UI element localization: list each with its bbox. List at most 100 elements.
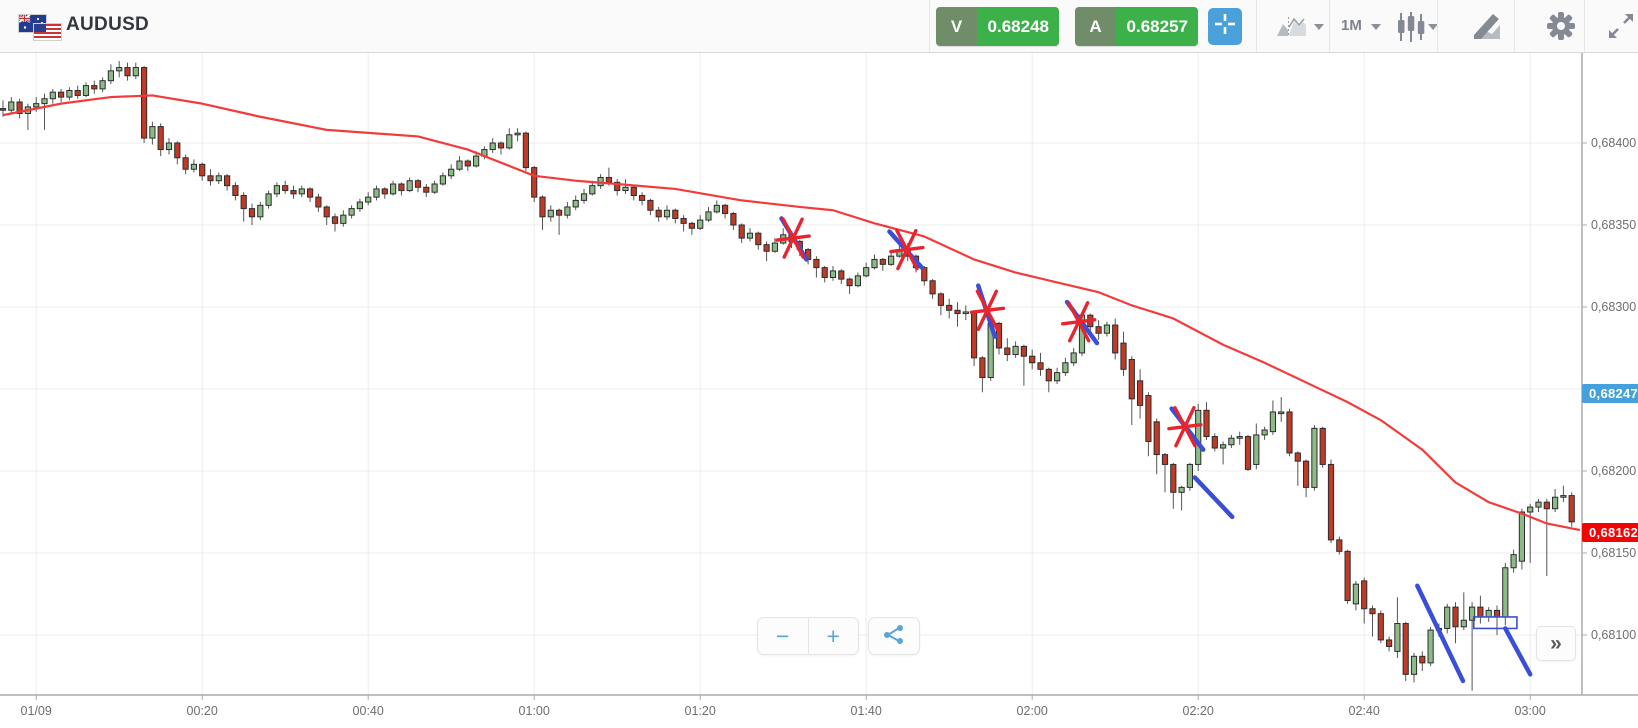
buy-button[interactable]: A 0.68257 (1075, 7, 1198, 46)
trendline-annotation[interactable] (1503, 626, 1533, 677)
candle (639, 192, 646, 206)
candle (1120, 331, 1127, 376)
candle (630, 185, 637, 201)
trendline-annotation[interactable] (1192, 475, 1235, 520)
x-axis-label: 01:40 (851, 704, 882, 718)
candle (921, 266, 928, 286)
candle (888, 251, 895, 266)
gear-icon (1546, 12, 1576, 45)
x-axis-label: 01:20 (685, 704, 716, 718)
candle (315, 193, 322, 212)
y-axis-label: 0,68150 (1591, 546, 1636, 560)
candle (680, 215, 687, 232)
timeframe-caret-icon[interactable] (1371, 24, 1381, 30)
candle (257, 202, 264, 221)
x-axis-label: 00:40 (353, 704, 384, 718)
candle (672, 208, 679, 224)
x-axis-label: 02:00 (1017, 704, 1048, 718)
candle-style-caret-icon[interactable] (1428, 24, 1438, 30)
candle (863, 262, 870, 278)
candle (506, 128, 513, 150)
fullscreen-button[interactable] (1608, 13, 1634, 44)
candle (149, 121, 156, 145)
candle (547, 205, 554, 222)
x-axis-label: 01/09 (21, 704, 52, 718)
candle (439, 172, 446, 186)
candle (1261, 426, 1268, 440)
candle (1020, 344, 1027, 386)
draw-indicator-button[interactable] (1472, 13, 1504, 45)
candle (290, 185, 297, 199)
candle (1361, 577, 1368, 624)
settings-button[interactable] (1546, 11, 1576, 46)
candle (456, 156, 463, 171)
collapse-panel-button[interactable]: » (1536, 626, 1576, 661)
candle (1444, 603, 1451, 634)
header-separator (1437, 0, 1438, 52)
zoom-in-button[interactable]: + (826, 622, 840, 649)
symbol-title: AUDUSD (66, 14, 150, 35)
range-box-annotation[interactable] (1472, 616, 1518, 630)
candle (1377, 610, 1384, 644)
candle (1294, 451, 1301, 486)
candle (722, 203, 729, 219)
candle-style-button[interactable] (1396, 12, 1426, 47)
usa-flag-icon (33, 23, 62, 41)
candle (1319, 426, 1326, 468)
candle (41, 93, 48, 130)
fractal-marker[interactable] (775, 217, 811, 259)
timeframe-button[interactable]: 1M (1341, 17, 1362, 34)
candle (240, 192, 247, 222)
candle (1112, 318, 1119, 360)
candle (854, 272, 861, 288)
candle (406, 177, 413, 193)
candle (1012, 341, 1019, 358)
candle (224, 174, 231, 191)
trendline-annotation[interactable] (1415, 583, 1466, 684)
share-chart-button[interactable] (868, 617, 920, 655)
candle (813, 256, 820, 278)
fractal-marker[interactable] (1060, 301, 1097, 343)
candle (1394, 597, 1401, 658)
fractal-marker[interactable] (969, 289, 1006, 331)
header-separator (1584, 0, 1585, 52)
sell-button[interactable]: V 0.68248 (936, 7, 1059, 46)
chart-type-caret-icon[interactable] (1314, 24, 1324, 30)
x-axis-label: 03:00 (1515, 704, 1546, 718)
candle (1469, 602, 1476, 691)
candle (962, 305, 969, 321)
candle (398, 182, 405, 196)
candle (1228, 434, 1235, 449)
candle (589, 180, 596, 196)
candle (66, 87, 73, 101)
fractal-marker[interactable] (1167, 406, 1203, 448)
x-axis-label: 00:20 (187, 704, 218, 718)
fractal-marker[interactable] (889, 228, 925, 271)
y-axis-label: 0,68200 (1591, 464, 1636, 478)
chart-type-button[interactable] (1276, 15, 1308, 43)
candle (539, 195, 546, 230)
header-separator (1329, 0, 1330, 52)
header-separator (929, 0, 930, 52)
crosshair-tool-button[interactable] (1208, 8, 1242, 45)
candle (1327, 459, 1335, 544)
candle (1145, 392, 1152, 457)
candle (1560, 485, 1567, 503)
candle (1203, 402, 1210, 440)
share-icon (882, 622, 906, 651)
candle (1103, 321, 1111, 337)
candle (697, 215, 704, 230)
candle (248, 203, 256, 225)
candle (448, 164, 455, 180)
candle (431, 180, 438, 194)
ask-price-axis-badge: 0,68247 (1582, 383, 1638, 403)
buy-price: 0.68257 (1116, 7, 1198, 46)
candle (1568, 492, 1575, 527)
candle (390, 180, 397, 196)
candle (199, 162, 206, 181)
candle (1004, 338, 1011, 362)
candle (580, 188, 588, 204)
zoom-out-button[interactable]: − (776, 622, 790, 649)
candle (514, 128, 521, 142)
